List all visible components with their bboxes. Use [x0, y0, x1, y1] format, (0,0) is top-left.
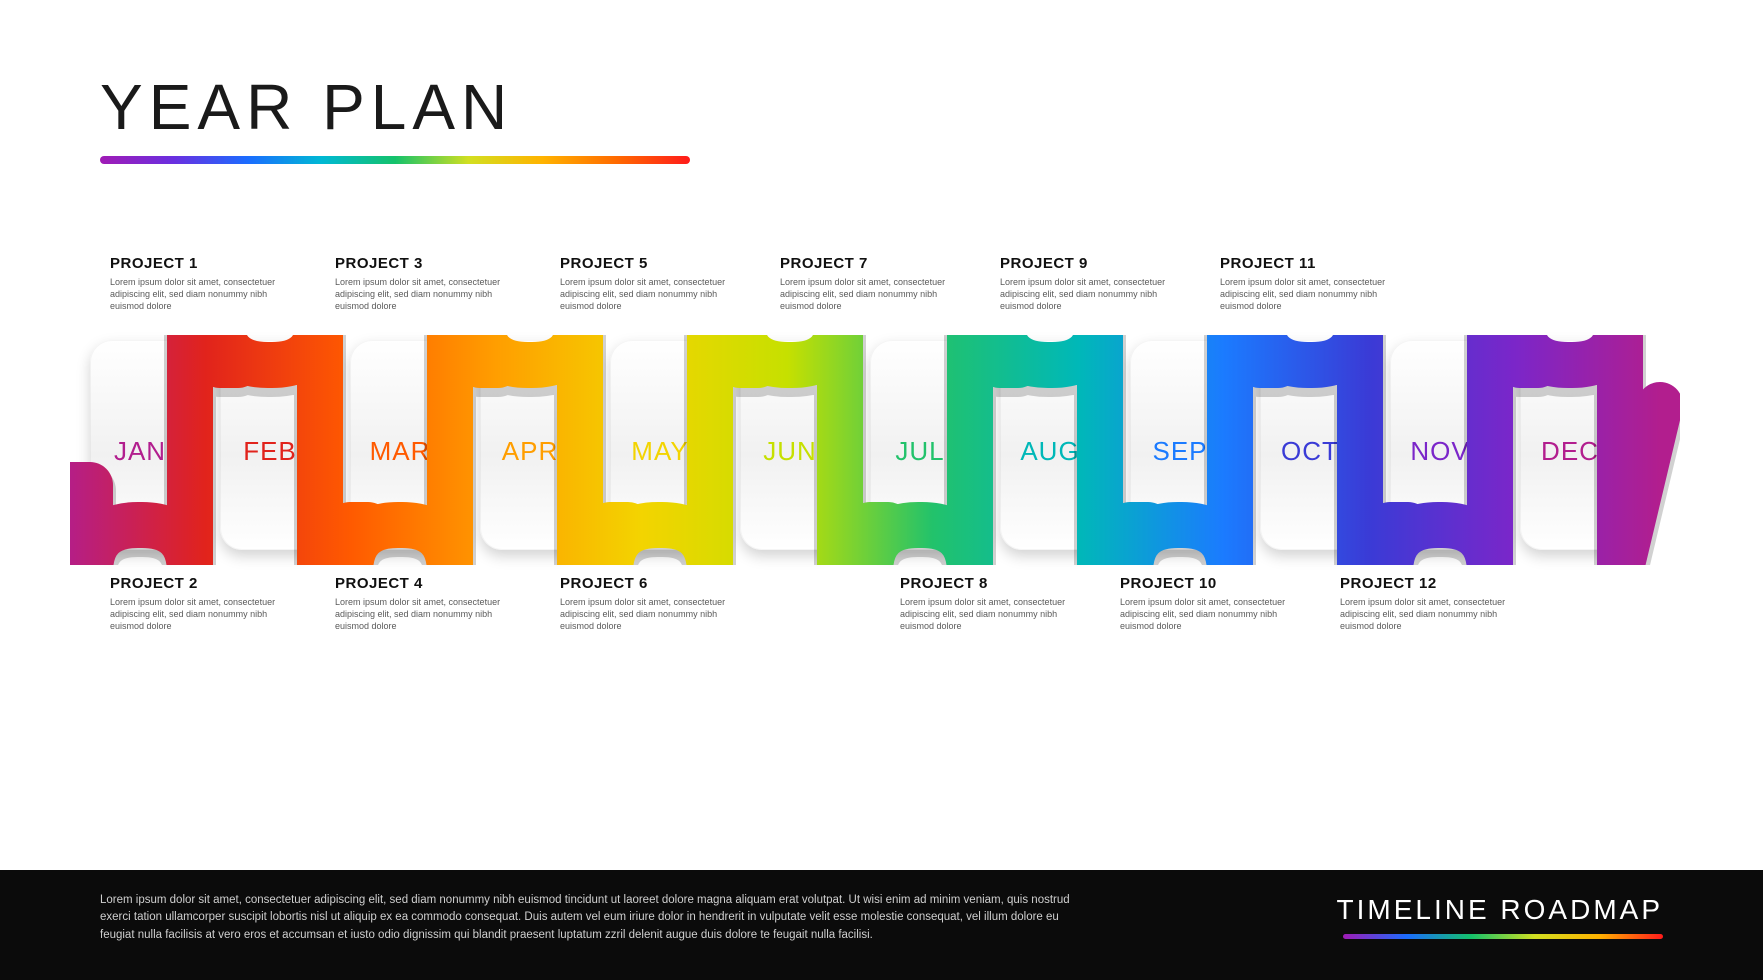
month-card-oct: OCT — [1260, 340, 1360, 550]
project-title: PROJECT 5 — [560, 255, 750, 272]
month-label: MAR — [350, 436, 450, 467]
project-note: PROJECT 11 Lorem ipsum dolor sit amet, co… — [1220, 255, 1410, 312]
month-label: MAY — [610, 436, 710, 467]
month-label: JUL — [870, 436, 970, 467]
month-label: JAN — [90, 436, 190, 467]
project-note: PROJECT 1 Lorem ipsum dolor sit amet, con… — [110, 255, 300, 312]
month-card-apr: APR — [480, 340, 580, 550]
header: YEAR PLAN — [100, 70, 690, 164]
month-card-dec: DEC — [1520, 340, 1620, 550]
project-title: PROJECT 11 — [1220, 255, 1410, 272]
project-body: Lorem ipsum dolor sit amet, consectetuer… — [1000, 276, 1190, 312]
month-card-mar: MAR — [350, 340, 450, 550]
title-underline — [100, 156, 690, 164]
project-body: Lorem ipsum dolor sit amet, consectetuer… — [335, 596, 525, 632]
project-title: PROJECT 1 — [110, 255, 300, 272]
project-body: Lorem ipsum dolor sit amet, consectetuer… — [110, 596, 300, 632]
month-card-jan: JAN — [90, 340, 190, 550]
footer-body: Lorem ipsum dolor sit amet, consectetuer… — [100, 892, 1080, 944]
month-label: DEC — [1520, 436, 1620, 467]
month-label: NOV — [1390, 436, 1490, 467]
month-card-jun: JUN — [740, 340, 840, 550]
project-body: Lorem ipsum dolor sit amet, consectetuer… — [335, 276, 525, 312]
month-card-jul: JUL — [870, 340, 970, 550]
month-label: JUN — [740, 436, 840, 467]
project-body: Lorem ipsum dolor sit amet, consectetuer… — [1340, 596, 1530, 632]
footer: Lorem ipsum dolor sit amet, consectetuer… — [0, 870, 1763, 980]
month-card-aug: AUG — [1000, 340, 1100, 550]
project-body: Lorem ipsum dolor sit amet, consectetuer… — [1220, 276, 1410, 312]
project-title: PROJECT 3 — [335, 255, 525, 272]
project-body: Lorem ipsum dolor sit amet, consectetuer… — [1120, 596, 1310, 632]
project-body: Lorem ipsum dolor sit amet, consectetuer… — [560, 276, 750, 312]
footer-underline — [1343, 934, 1663, 939]
project-body: Lorem ipsum dolor sit amet, consectetuer… — [900, 596, 1090, 632]
month-card-feb: FEB — [220, 340, 320, 550]
month-label: OCT — [1260, 436, 1360, 467]
project-note: PROJECT 7 Lorem ipsum dolor sit amet, con… — [780, 255, 970, 312]
project-body: Lorem ipsum dolor sit amet, consectetuer… — [560, 596, 750, 632]
project-title: PROJECT 7 — [780, 255, 970, 272]
project-title: PROJECT 9 — [1000, 255, 1190, 272]
month-card-may: MAY — [610, 340, 710, 550]
project-note: PROJECT 3 Lorem ipsum dolor sit amet, con… — [335, 255, 525, 312]
timeline: JAN FEB MAR APR MAY JUN JUL AUG SEP OCT NOV DEC — [90, 340, 1660, 590]
month-label: APR — [480, 436, 580, 467]
month-label: AUG — [1000, 436, 1100, 467]
month-label: FEB — [220, 436, 320, 467]
project-note: PROJECT 9 Lorem ipsum dolor sit amet, con… — [1000, 255, 1190, 312]
infographic-root: YEAR PLAN PROJECT 1 Lorem ipsum dolor sit… — [0, 0, 1763, 980]
footer-title: TIMELINE ROADMAP — [1337, 894, 1663, 926]
project-body: Lorem ipsum dolor sit amet, consectetuer… — [110, 276, 300, 312]
month-label: SEP — [1130, 436, 1230, 467]
month-card-sep: SEP — [1130, 340, 1230, 550]
page-title: YEAR PLAN — [100, 70, 690, 144]
month-card-nov: NOV — [1390, 340, 1490, 550]
project-body: Lorem ipsum dolor sit amet, consectetuer… — [780, 276, 970, 312]
project-note: PROJECT 5 Lorem ipsum dolor sit amet, con… — [560, 255, 750, 312]
